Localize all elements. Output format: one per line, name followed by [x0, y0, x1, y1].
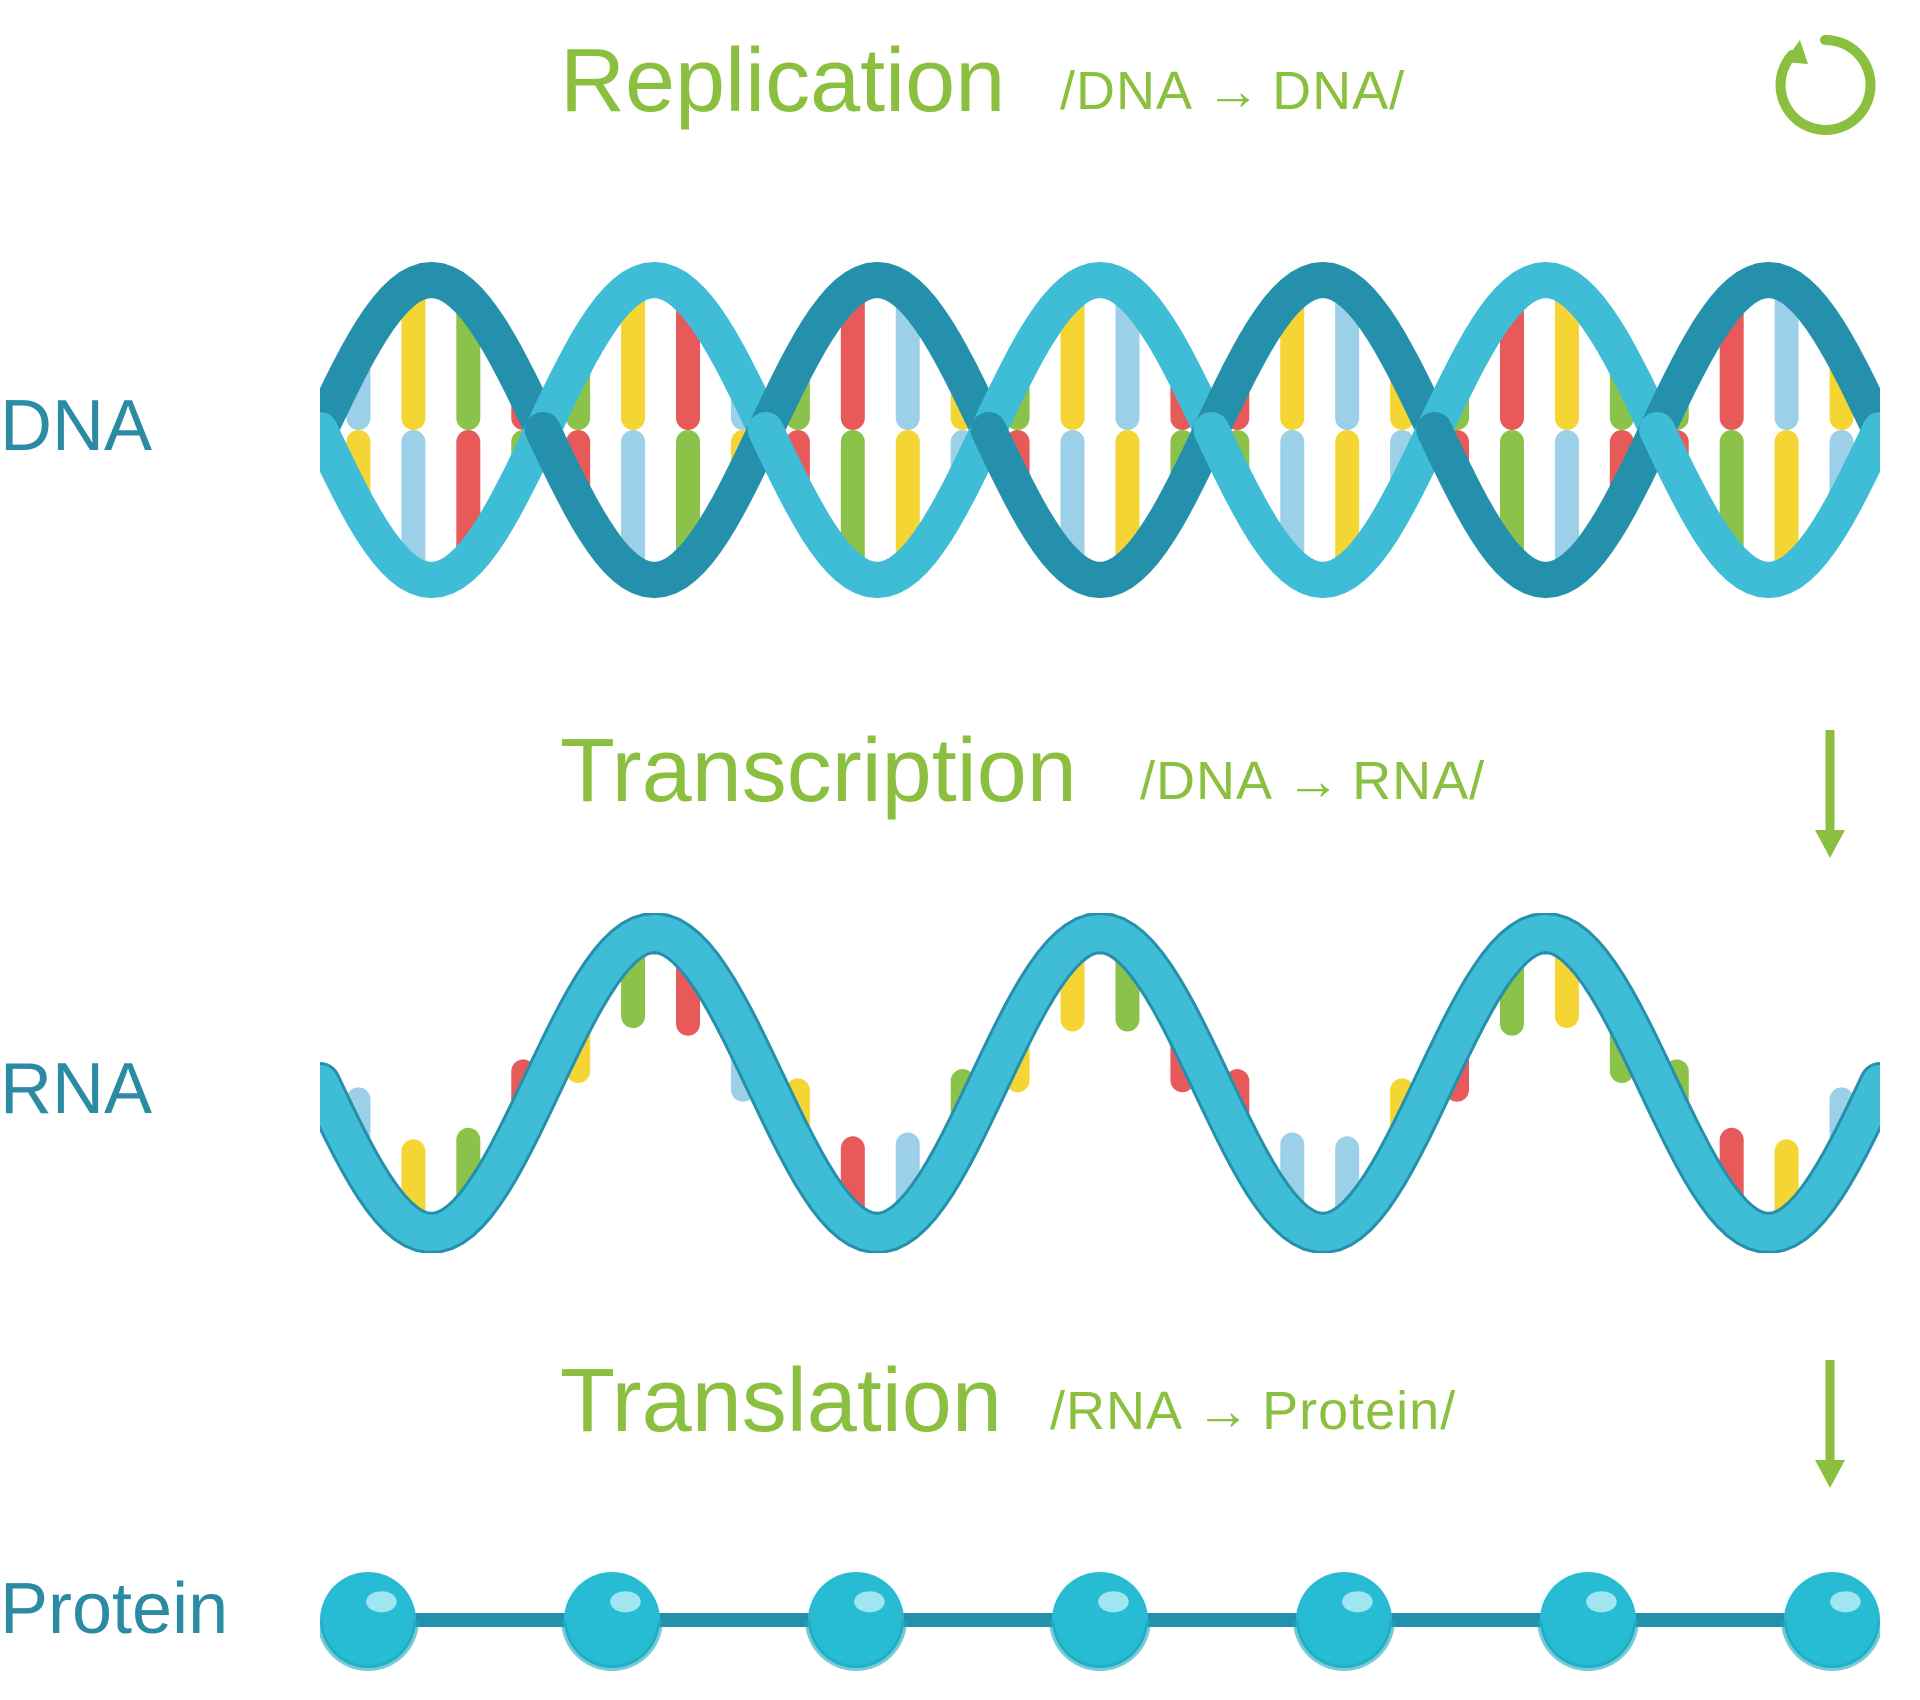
label-dna: DNA [0, 385, 152, 467]
rna-single-strand-diagram [320, 913, 1880, 1253]
stage-transcription-title: Transcription [560, 720, 1077, 823]
arrow-right-icon: → [1196, 1381, 1246, 1441]
stage-translation-title: Translation [560, 1350, 1002, 1453]
replication-to: DNA [1272, 61, 1389, 121]
down-arrow-icon [1810, 1360, 1850, 1490]
translation-to: Protein [1262, 1381, 1440, 1441]
translation-from: RNA [1066, 1381, 1180, 1441]
transcription-to: RNA [1352, 751, 1469, 811]
stage-transcription-subtitle: /DNA → RNA/ [1140, 750, 1485, 812]
down-arrow-icon [1810, 730, 1850, 860]
replication-from: DNA [1076, 61, 1190, 121]
stage-translation-subtitle: /RNA → Protein/ [1050, 1380, 1456, 1442]
arrow-right-icon: → [1286, 751, 1336, 811]
stage-replication-subtitle: /DNA → DNA/ [1060, 60, 1405, 122]
label-protein: Protein [0, 1568, 228, 1650]
arrow-right-icon: → [1206, 61, 1256, 121]
stage-replication-title: Replication [560, 30, 1005, 133]
transcription-from: DNA [1156, 751, 1270, 811]
loop-arrow-icon [1770, 30, 1880, 140]
dna-double-helix-diagram [320, 260, 1880, 600]
protein-chain-diagram [320, 1560, 1880, 1680]
label-rna: RNA [0, 1048, 152, 1130]
